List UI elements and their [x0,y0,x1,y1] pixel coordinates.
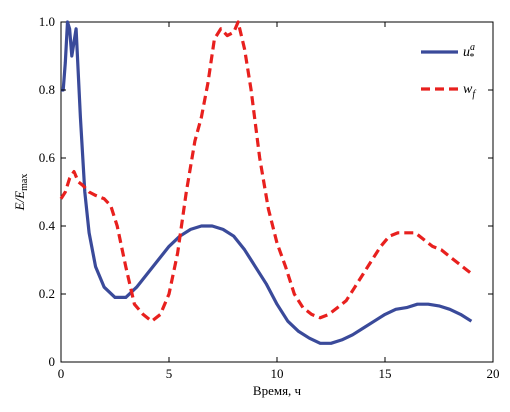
y-axis-label-sub: max [19,174,30,191]
legend-u-sub: * [469,52,474,63]
legend-w-name: w [463,82,473,97]
y-axis-label-main: E/E [12,191,27,212]
y-axis-label: E/Emax [12,174,30,212]
plot-area: 0 5 10 15 20 0 0.2 0.4 0.6 0.8 1.0 [39,14,500,381]
y-tick-label: 0.6 [39,150,56,165]
y-tick-label: 1.0 [39,14,55,29]
x-axis-label: Время, ч [253,383,302,398]
x-tick-label: 20 [487,366,500,381]
legend-u-name: u [463,45,470,60]
x-tick-label: 0 [58,366,65,381]
x-tick-label: 5 [166,366,173,381]
x-tick-label: 10 [271,366,284,381]
ticks-layer: 0 5 10 15 20 0 0.2 0.4 0.6 0.8 1.0 [39,14,500,381]
series-line-u [61,20,473,345]
y-tick-label: 0.4 [39,218,56,233]
x-tick-label: 15 [379,366,392,381]
y-tick-label: 0.8 [39,82,55,97]
legend-u-sup: a [470,42,475,53]
series-layer [59,20,473,345]
legend-label-u: ua * [463,42,475,63]
plot-frame [60,21,494,363]
y-tick-label: 0.2 [39,286,55,301]
series-line-w [59,20,473,323]
legend-w-sub: f [472,89,476,100]
y-tick-label: 0 [49,354,56,369]
legend: ua * wf [421,42,476,100]
legend-label-w: wf [463,82,476,100]
